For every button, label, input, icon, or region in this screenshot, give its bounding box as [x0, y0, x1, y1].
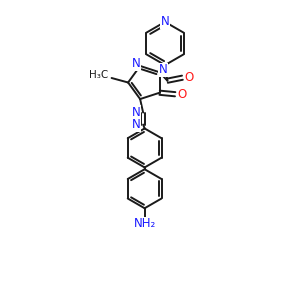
Text: N: N [132, 57, 141, 70]
Text: N: N [159, 63, 168, 76]
Text: O: O [184, 70, 194, 84]
Text: NH₂: NH₂ [134, 217, 156, 230]
Text: N: N [132, 106, 141, 119]
Text: N: N [132, 118, 141, 131]
Text: N: N [160, 15, 169, 28]
Text: O: O [177, 88, 186, 101]
Text: H₃C: H₃C [89, 70, 109, 80]
